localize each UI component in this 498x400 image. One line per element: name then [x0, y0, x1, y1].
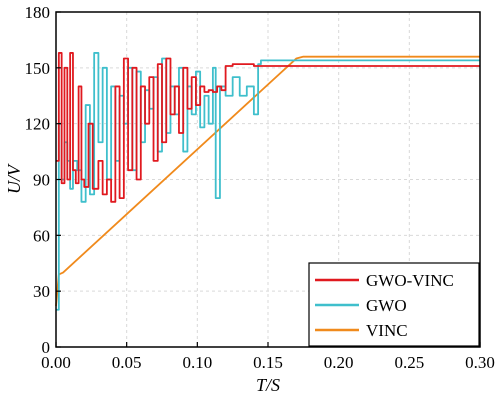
- x-tick-label: 0.05: [112, 353, 142, 372]
- x-tick-label: 0.25: [394, 353, 424, 372]
- x-tick-label: 0.30: [465, 353, 495, 372]
- y-tick-labels: 0 30 60 90 120 150 180: [25, 3, 51, 357]
- series-gwo-vinc-line: [56, 52, 480, 203]
- x-tick-label: 0.20: [324, 353, 354, 372]
- y-tick-label: 30: [33, 282, 50, 301]
- legend-label-vinc: VINC: [366, 321, 408, 340]
- x-axis-label: T/S: [256, 375, 280, 395]
- legend: GWO-VINC GWO VINC: [308, 262, 480, 347]
- legend-label-gwo-vinc: GWO-VINC: [366, 271, 454, 290]
- x-tick-label: 0.10: [182, 353, 212, 372]
- y-tick-label: 90: [33, 171, 50, 190]
- x-tick-label: 0.15: [253, 353, 283, 372]
- legend-label-gwo: GWO: [366, 296, 407, 315]
- x-tick-labels: 0.00 0.05 0.10 0.15 0.20 0.25 0.30: [41, 353, 495, 372]
- y-tick-label: 150: [25, 59, 51, 78]
- y-tick-label: 0: [42, 338, 51, 357]
- grid-lines: [56, 12, 480, 347]
- y-tick-label: 120: [25, 115, 51, 134]
- y-tick-label: 180: [25, 3, 51, 22]
- series-lines: [55, 52, 480, 311]
- x-tick-label: 0.00: [41, 353, 71, 372]
- y-tick-label: 60: [33, 226, 50, 245]
- y-axis-label: U/V: [4, 163, 24, 194]
